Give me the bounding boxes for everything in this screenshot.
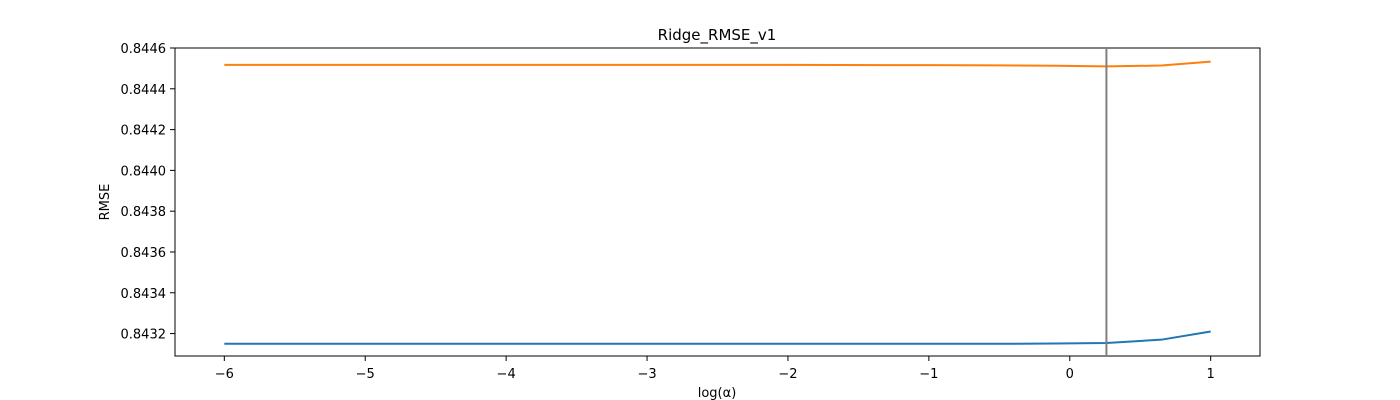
y-tick-label: 0.8434 — [121, 287, 167, 302]
y-tick-label: 0.8436 — [121, 246, 167, 261]
y-tick-label: 0.8440 — [121, 164, 167, 179]
x-tick-label: −5 — [356, 367, 375, 382]
y-tick-label: 0.8444 — [121, 83, 167, 98]
x-tick-label: 0 — [1066, 367, 1074, 382]
y-tick-label: 0.8438 — [121, 205, 167, 220]
x-tick-label: 1 — [1207, 367, 1215, 382]
y-tick-label: 0.8432 — [121, 328, 167, 343]
y-tick-label: 0.8442 — [121, 124, 167, 139]
series-layer — [224, 48, 1211, 356]
x-tick-label: −2 — [778, 367, 797, 382]
x-axis-ticks: −6 −5 −4 −3 −2 −1 0 1 — [215, 356, 1215, 382]
y-tick-label: 0.8446 — [121, 42, 167, 57]
x-tick-label: −3 — [637, 367, 656, 382]
x-axis-label: log(α) — [698, 386, 737, 400]
series-line-2 — [224, 60, 1211, 68]
x-tick-label: −4 — [497, 367, 516, 382]
y-axis-ticks: 0.8432 0.8434 0.8436 0.8438 0.8440 0.8442 0.84… — [121, 42, 175, 343]
y-axis-label: RMSE — [98, 184, 113, 221]
x-tick-label: −6 — [215, 367, 234, 382]
chart-title: Ridge_RMSE_v1 — [658, 26, 777, 45]
series-line-1 — [224, 330, 1211, 345]
plot-area — [174, 47, 1261, 357]
x-tick-label: −1 — [919, 367, 938, 382]
axes-frame — [174, 47, 1261, 357]
